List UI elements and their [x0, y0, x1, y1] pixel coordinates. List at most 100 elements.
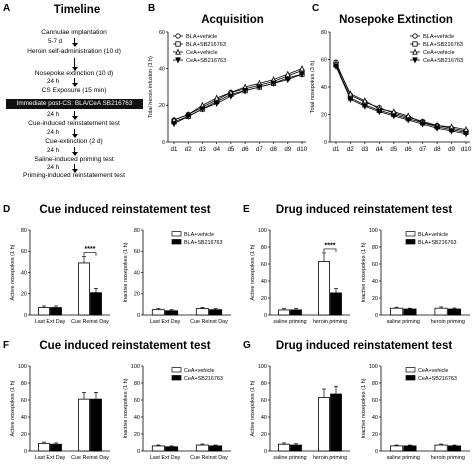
g-inactive-y-axis-label: Inactive nosepokes (1 h)	[361, 378, 367, 438]
acquisition-data-point	[228, 93, 234, 100]
f-active-y-axis-label: Active nosepokes (1 h)	[10, 380, 16, 436]
e-active-significance-label: ****	[325, 242, 336, 249]
panel-letter-f: F	[3, 340, 10, 351]
f-inactive-x-tick-label: Last Ext Day	[150, 455, 181, 461]
timeline-gap-5: 24 h	[47, 147, 60, 154]
nosepoke-extinction-y-tick-label: 40	[321, 85, 327, 91]
d-inactive-y-tick-label: 20	[134, 292, 140, 298]
d-active-y-tick-label: 20	[21, 292, 27, 298]
f-inactive-legend-swatch	[171, 367, 182, 373]
d-active-y-tick-label: 60	[21, 249, 27, 255]
e-inactive-y-tick-label: 20	[372, 296, 378, 302]
f-active-y-tick-label: 60	[21, 398, 27, 404]
e-inactive-y-tick-label: 0	[375, 313, 378, 319]
panel-title-g: Drug induced reinstatement test	[275, 340, 453, 352]
f-inactive-y-tick-label: 100	[131, 364, 140, 370]
e-active-y-tick-label: 0	[264, 313, 267, 319]
g-active-y-tick-label: 20	[261, 432, 267, 438]
nosepoke-extinction-legend-label: CeA+SB216763	[423, 58, 463, 64]
e-active-y-tick-label: 80	[261, 245, 267, 251]
d-active-x-tick-label: Cue Reinst Day	[71, 319, 109, 325]
g-active-x-tick-label: saline priming	[273, 455, 306, 461]
acquisition-y-tick-label: 40	[159, 66, 165, 72]
acquisition-legend-marker	[175, 57, 181, 64]
nosepoke-extinction-x-tick-label: d8	[434, 146, 441, 153]
timeline-step-2: Heroin self-administration (10 d)	[27, 48, 121, 55]
f-inactive-y-axis-label: Inactive nosepokes (1 h)	[123, 378, 129, 438]
g-active-y-tick-label: 60	[261, 398, 267, 404]
nosepoke-extinction-y-tick-label: 0	[324, 140, 327, 146]
nosepoke-extinction-x-tick-label: d9	[448, 146, 455, 153]
e-inactive-legend-label: BLA+vehicle	[418, 232, 448, 238]
d-active-y-tick-label: 80	[21, 228, 27, 234]
f-inactive-legend-label: CeA+SB216763	[184, 376, 223, 382]
timeline-arrow-4	[71, 111, 78, 120]
g-inactive-legend-swatch	[405, 375, 416, 381]
acquisition-y-axis-label: Total heroin infusion (3 h)	[148, 56, 154, 118]
e-inactive-legend-swatch	[405, 239, 416, 245]
e-active-y-axis-label: Active nosepokes (1 h)	[250, 244, 256, 300]
d-inactive-x-tick-label: Cue Reinst Day	[190, 319, 228, 325]
nosepoke-extinction-x-tick-label: d6	[405, 146, 412, 153]
timeline-gap-1: 5-7 d	[48, 38, 63, 45]
timeline-step-4: CS Exposure (15 min)	[41, 87, 107, 94]
f-active-y-tick-label: 40	[21, 415, 27, 421]
panel-letter-e: E	[243, 204, 250, 215]
nosepoke-extinction-x-tick-label: d5	[390, 146, 397, 153]
panel-title-timeline: Timeline	[53, 4, 101, 16]
d-inactive-y-axis-label: Inactive nosepokes (1 h)	[123, 242, 129, 302]
nosepoke-extinction-data-point	[362, 103, 368, 110]
g-active-y-tick-label: 0	[264, 449, 267, 455]
timeline-gap-3: 24 h	[47, 111, 60, 118]
f-inactive-x-tick-label: Cue Reinst Day	[190, 455, 228, 461]
acquisition-data-point	[242, 88, 248, 95]
timeline-arrow-3	[71, 78, 78, 87]
g-active-y-tick-label: 100	[258, 364, 267, 370]
e-active-x-tick-label: saline priming	[273, 319, 306, 325]
timeline-treatment-highlight: Immediate post-CS: BLA/CeA SB216763	[6, 99, 143, 109]
acquisition-legend-marker	[175, 33, 181, 39]
acquisition-x-tick-label: d8	[270, 146, 277, 153]
timeline-step-3: Nosepoke extinction (10 d)	[34, 70, 114, 77]
d-inactive-y-tick-label: 40	[134, 270, 140, 276]
nosepoke-extinction-data-point	[434, 125, 440, 132]
nosepoke-extinction-series-line	[335, 66, 467, 135]
nosepoke-extinction-legend-marker	[412, 41, 418, 47]
nosepoke-extinction-legend-marker	[412, 33, 418, 39]
e-active-y-tick-label: 40	[261, 279, 267, 285]
acquisition-x-tick-label: d1	[171, 146, 178, 153]
nosepoke-extinction-series-line	[335, 64, 467, 133]
nosepoke-extinction-data-point	[390, 113, 397, 120]
f-inactive-y-tick-label: 80	[134, 381, 140, 387]
nosepoke-extinction-data-point	[347, 90, 354, 97]
f-inactive-y-tick-label: 20	[134, 432, 140, 438]
acquisition-x-tick-label: d5	[227, 146, 234, 153]
e-inactive-legend-label: BLA+SB216763	[418, 240, 457, 246]
f-inactive-y-tick-label: 40	[134, 415, 140, 421]
e-inactive-y-axis-label: Inactive nosepokes (1 h)	[361, 242, 367, 302]
f-active-x-tick-label: Last Ext Day	[35, 455, 66, 461]
f-inactive-legend-swatch	[171, 375, 182, 381]
g-active-y-tick-label: 40	[261, 415, 267, 421]
nosepoke-extinction-data-point	[448, 128, 455, 135]
acquisition-data-point	[299, 71, 305, 78]
f-inactive-legend-label: CeA+vehicle	[184, 368, 214, 374]
e-inactive-x-tick-label: saline priming	[387, 319, 420, 325]
nosepoke-extinction-data-point	[419, 121, 426, 128]
nosepoke-extinction-y-tick-label: 80	[321, 30, 327, 36]
g-inactive-legend-swatch	[405, 367, 416, 373]
nosepoke-extinction-legend-label: BLA+vehicle	[423, 34, 454, 40]
g-inactive-legend-label: CeA+SB216763	[418, 376, 457, 382]
panel-letter-a: A	[3, 3, 11, 14]
f-active-y-tick-label: 20	[21, 432, 27, 438]
acquisition-x-tick-label: d7	[256, 146, 263, 153]
acquisition-data-point	[270, 80, 277, 87]
timeline-step-1: Cannulae implantation	[41, 29, 107, 36]
acquisition-legend-label: CeA+SB216763	[186, 58, 226, 64]
acquisition-x-tick-label: d9	[284, 146, 291, 153]
nosepoke-extinction-y-tick-label: 60	[321, 57, 327, 63]
acquisition-data-point	[185, 113, 192, 120]
